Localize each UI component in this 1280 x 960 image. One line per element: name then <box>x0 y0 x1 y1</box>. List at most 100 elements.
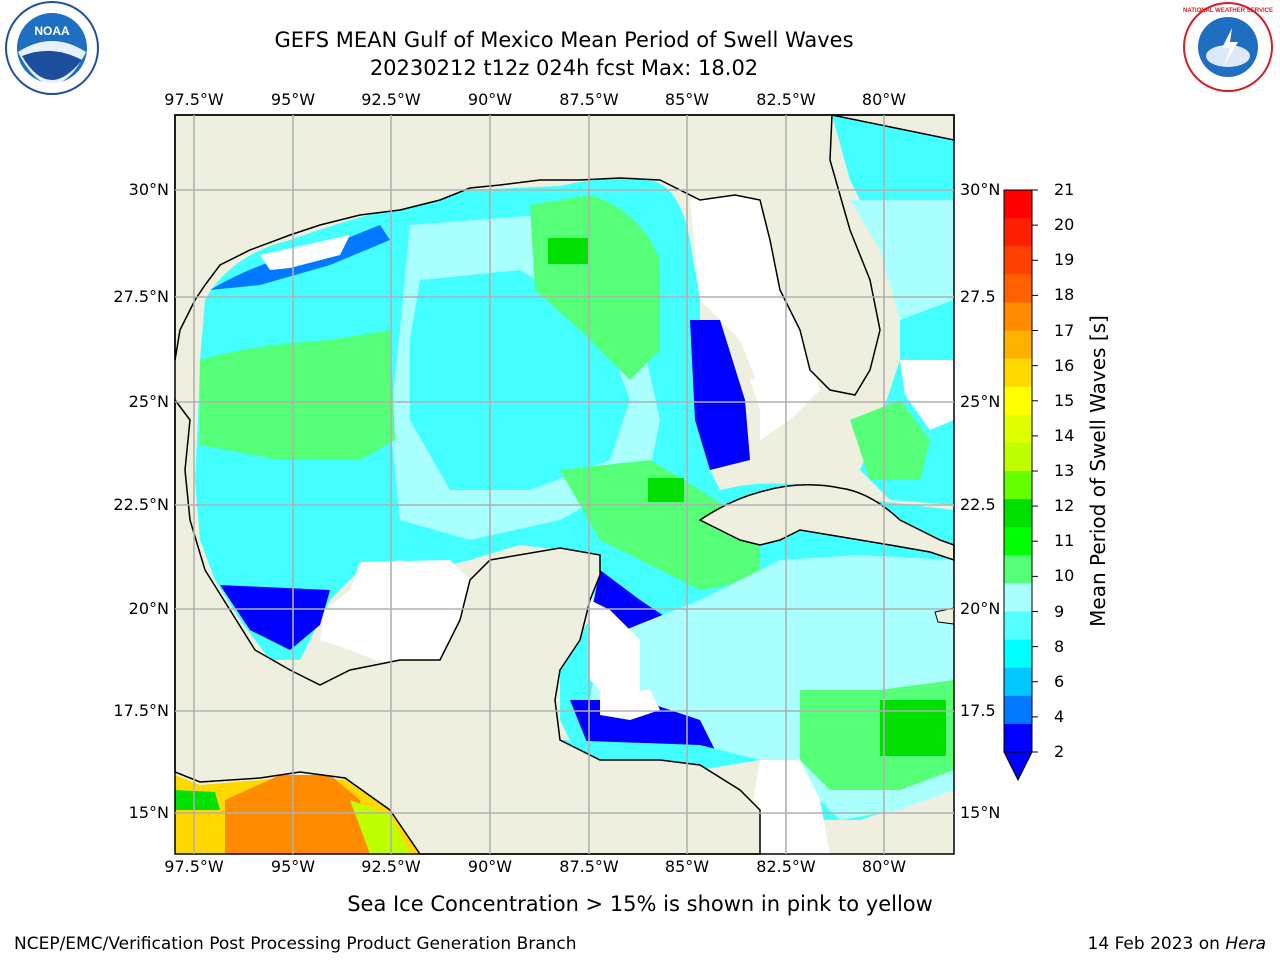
colorbar-tick-label: 4 <box>1054 706 1065 726</box>
colorbar-tick-label: 8 <box>1054 636 1065 656</box>
lat-label-right: 27.5 <box>960 287 996 306</box>
nodata-nicaragua <box>750 760 830 854</box>
lon-label-bottom: 92.5°W <box>361 857 421 876</box>
swell-zone-pale-atlantic <box>850 200 954 320</box>
colorbar-segment <box>1004 611 1032 641</box>
lon-label-bottom: 82.5°W <box>756 857 816 876</box>
lon-label-top: 80°W <box>861 90 907 109</box>
lon-label-top: 90°W <box>467 90 513 109</box>
lon-label-top: 92.5°W <box>361 90 421 109</box>
lat-label-left: 27.5°N <box>113 287 169 306</box>
colorbar-segment <box>1004 695 1032 725</box>
lat-label-left: 22.5°N <box>113 495 169 514</box>
lon-label-top: 87.5°W <box>559 90 619 109</box>
lat-label-right: 25°N <box>960 392 1001 411</box>
chart-subtitle-run: 20230212 t12z 024h fcst Max: 18.02 <box>369 56 759 80</box>
lat-label-right: 17.5 <box>960 701 996 720</box>
colorbar-title: Mean Period of Swell Waves [s] <box>1086 315 1110 627</box>
colorbar-segment <box>1004 471 1032 500</box>
noaa-logo-text: NOAA <box>34 24 70 38</box>
chart-title: GEFS MEAN Gulf of Mexico Mean Period of … <box>274 28 854 52</box>
colorbar-tick-label: 17 <box>1054 320 1075 340</box>
footer-date-text: 14 Feb 2023 on <box>1087 934 1226 954</box>
swell-zone-green-dark-north <box>548 238 588 264</box>
noaa-logo: NOAA <box>5 1 99 95</box>
swell-zone-blue-sw <box>220 585 330 650</box>
colorbar-segment <box>1004 667 1032 697</box>
colorbar-segment <box>1004 218 1032 247</box>
nws-logo-text: NATIONAL WEATHER SERVICE <box>1183 8 1273 14</box>
pacific-green <box>175 790 220 810</box>
colorbar-segment <box>1004 302 1032 331</box>
colorbar-segment <box>1004 330 1032 360</box>
colorbar-segment <box>1004 639 1032 669</box>
lon-label-top: 85°W <box>664 90 710 109</box>
footer-producer: NCEP/EMC/Verification Post Processing Pr… <box>14 934 577 954</box>
swell-zone-green-dark <box>648 478 684 502</box>
colorbar-segment <box>1004 246 1032 275</box>
lon-label-bottom: 80°W <box>861 857 907 876</box>
nodata-yucatan-sea <box>590 600 640 700</box>
lat-label-left: 17.5°N <box>113 701 169 720</box>
lon-label-bottom: 87.5°W <box>559 857 619 876</box>
colorbar-segment <box>1004 527 1032 556</box>
colorbar-tick-label: 14 <box>1054 425 1075 445</box>
swell-zone-blue-east <box>690 320 750 470</box>
lon-label-bottom: 97.5°W <box>164 857 224 876</box>
colorbar-tick-label: 13 <box>1054 461 1075 480</box>
colorbar-tick-label: 2 <box>1054 742 1065 761</box>
lat-label-left: 15°N <box>128 803 169 822</box>
map-frame <box>174 114 955 855</box>
lon-label-top: 97.5°W <box>164 90 224 109</box>
pacific-orange <box>225 775 370 854</box>
colorbar-tick-label: 21 <box>1054 180 1075 199</box>
colorbar-tick-label: 19 <box>1054 250 1075 270</box>
colorbar-tick-label: 15 <box>1054 390 1075 410</box>
land-mexico-west <box>174 397 761 855</box>
colorbar-tick-label: 10 <box>1054 566 1075 586</box>
colorbar-segment <box>1004 583 1032 612</box>
colorbar-tick-label: 20 <box>1054 215 1075 235</box>
colorbar-tick-label: 11 <box>1054 531 1075 551</box>
lat-label-right: 20°N <box>960 599 1001 618</box>
lon-label-bottom: 85°W <box>664 857 710 876</box>
colorbar-tick-label: 9 <box>1054 601 1065 621</box>
lon-label-top: 95°W <box>270 90 316 109</box>
colorbar-segment <box>1004 386 1032 416</box>
lat-label-left: 20°N <box>128 599 169 618</box>
lat-label-right: 15°N <box>960 803 1001 822</box>
colorbar-segment <box>1004 442 1032 472</box>
lon-label-bottom: 95°W <box>270 857 316 876</box>
map-gridlines <box>175 115 954 854</box>
colorbar-tick-label: 12 <box>1054 496 1075 516</box>
colorbar-segment <box>1004 499 1032 528</box>
swell-zone-green-dark-caribbean <box>880 700 946 756</box>
lat-label-right: 30°N <box>960 180 1001 199</box>
swell-zone-green-west <box>200 330 395 460</box>
colorbar-segment <box>1004 358 1032 388</box>
colorbar-segment <box>1004 723 1032 753</box>
nodata-campeche <box>320 560 470 670</box>
lat-label-right: 22.5 <box>960 495 996 514</box>
colorbar-segment <box>1004 274 1032 303</box>
swell-zone-green-south <box>560 460 760 590</box>
colorbar-segment <box>1004 414 1032 444</box>
lat-label-left: 30°N <box>128 180 169 199</box>
nodata-belize <box>600 690 660 720</box>
colorbar <box>1003 189 1038 782</box>
nodata-bahamas <box>900 360 954 430</box>
lon-label-top: 82.5°W <box>756 90 816 109</box>
lon-label-bottom: 90°W <box>467 857 513 876</box>
sea-ice-note: Sea Ice Concentration > 15% is shown in … <box>347 892 933 916</box>
colorbar-tick-label: 16 <box>1054 355 1075 375</box>
colorbar-segment <box>1004 190 1032 219</box>
colorbar-tick-label: 6 <box>1054 671 1065 691</box>
footer-host: Hera <box>1225 934 1266 954</box>
nws-logo: NATIONAL WEATHER SERVICE <box>1183 2 1273 92</box>
land-cuba <box>698 484 955 562</box>
nodata-nw <box>260 235 350 270</box>
colorbar-tick-label: 18 <box>1054 285 1075 305</box>
atlantic-green-bahamas <box>850 400 930 480</box>
colorbar-segment <box>1004 555 1032 584</box>
